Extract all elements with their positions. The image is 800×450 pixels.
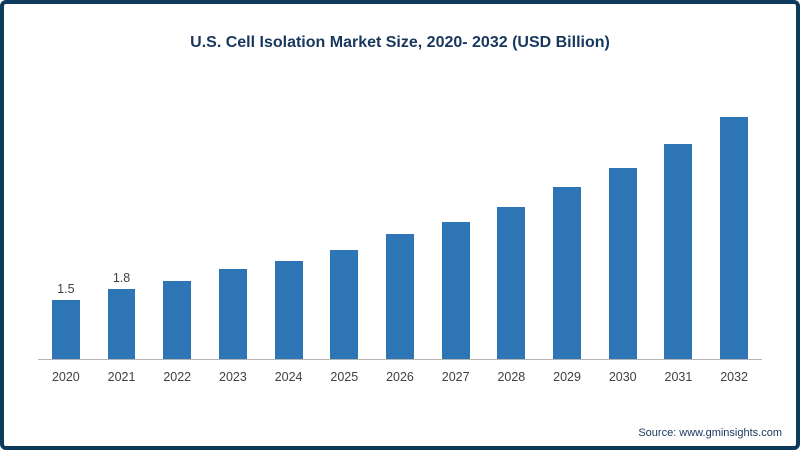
bar-2028: [497, 207, 526, 359]
x-axis-labels: 2020 2021 2022 2023 2024 2025 2026 2027 2028 2029…: [38, 370, 762, 384]
bar-column-2020: 1.5: [38, 87, 94, 359]
bar-column-2023: [205, 87, 261, 359]
x-axis-label-2032: 2032: [720, 370, 748, 384]
bar-column-2029: [539, 87, 595, 359]
bar-column-2025: [316, 87, 372, 359]
x-axis-label-2031: 2031: [664, 370, 693, 384]
bar-column-2030: [595, 87, 651, 359]
bar-column-2032: [706, 87, 762, 359]
bar-2031: [664, 144, 693, 359]
bar-2024: [274, 261, 303, 359]
bar-2023: [218, 269, 247, 359]
chart-title: U.S. Cell Isolation Market Size, 2020- 2…: [190, 34, 610, 51]
bar-column-2021: 1.8: [94, 87, 150, 359]
x-axis-label-2022: 2022: [163, 370, 192, 384]
bar-2022: [163, 281, 192, 359]
x-axis-label-2030: 2030: [608, 370, 637, 384]
bar-2021: [107, 289, 136, 359]
bar-2032: [720, 117, 749, 359]
x-axis-label-2020: 2020: [51, 370, 80, 384]
bar-2027: [441, 222, 470, 359]
bar-column-2027: [428, 87, 484, 359]
bar-value-label-2021: 1.8: [112, 271, 131, 285]
bar-value-label-2020: 1.5: [57, 282, 75, 296]
x-axis-label-2025: 2025: [330, 370, 359, 384]
bar-2026: [386, 234, 414, 359]
x-axis-label-2029: 2029: [553, 370, 581, 384]
bar-column-2022: [149, 87, 205, 359]
bar-column-2024: [261, 87, 317, 359]
bars-container: 1.5 1.8: [38, 87, 762, 360]
plot-area: 1.5 1.8 2020 2021 2022 2023 2024 2025 2026 2027 2…: [38, 87, 762, 384]
x-axis-label-2021: 2021: [107, 370, 136, 384]
x-axis-label-2023: 2023: [219, 370, 247, 384]
bar-2020: [51, 300, 80, 359]
x-axis-label-2024: 2024: [274, 370, 303, 384]
bar-column-2028: [484, 87, 540, 359]
bar-2030: [608, 168, 637, 359]
x-axis-label-2027: 2027: [441, 370, 470, 384]
source-text: Source: www.gminsights.com: [638, 427, 782, 439]
x-axis-label-2028: 2028: [497, 370, 526, 384]
bar-column-2031: [651, 87, 707, 359]
bar-2029: [553, 187, 581, 359]
bar-2025: [330, 250, 359, 359]
x-axis-label-2026: 2026: [386, 370, 414, 384]
bar-column-2026: [372, 87, 428, 359]
